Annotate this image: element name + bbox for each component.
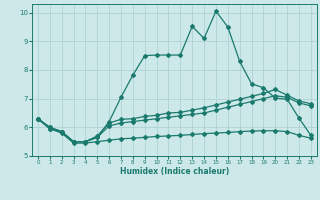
X-axis label: Humidex (Indice chaleur): Humidex (Indice chaleur): [120, 167, 229, 176]
